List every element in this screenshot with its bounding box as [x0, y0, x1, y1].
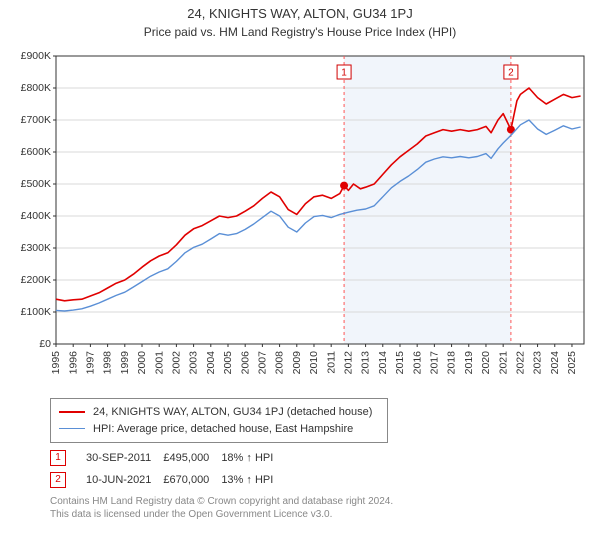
svg-text:2015: 2015 [394, 351, 406, 375]
attribution-footer: Contains HM Land Registry data © Crown c… [50, 495, 584, 521]
svg-text:£800K: £800K [21, 82, 51, 94]
svg-text:2023: 2023 [532, 351, 544, 375]
svg-text:2000: 2000 [136, 351, 148, 375]
svg-text:2020: 2020 [480, 351, 492, 375]
svg-text:1996: 1996 [67, 351, 79, 375]
svg-text:1999: 1999 [119, 351, 131, 375]
markers-table: 1 30-SEP-2011 £495,000 18% ↑ HPI 2 10-JU… [50, 447, 285, 491]
chart-container: £0 £100K £200K £300K £400K £500K £600K £700K £80… [8, 52, 592, 388]
svg-text:2002: 2002 [171, 351, 183, 375]
svg-text:2016: 2016 [411, 351, 423, 375]
svg-text:1998: 1998 [102, 351, 114, 375]
footer-line-2: This data is licensed under the Open Gov… [50, 508, 584, 521]
svg-text:£0: £0 [39, 338, 51, 350]
svg-text:1997: 1997 [85, 351, 97, 375]
marker-date-1: 30-SEP-2011 [86, 447, 163, 469]
svg-text:2011: 2011 [325, 351, 337, 374]
legend-swatch-2 [59, 428, 85, 429]
svg-text:1995: 1995 [50, 351, 62, 375]
marker-price-2: £670,000 [163, 469, 221, 491]
svg-text:2010: 2010 [308, 351, 320, 375]
marker-badge-1: 1 [50, 450, 66, 466]
marker-price-1: £495,000 [163, 447, 221, 469]
svg-text:2018: 2018 [446, 351, 458, 375]
svg-text:2024: 2024 [549, 351, 561, 375]
legend: 24, KNIGHTS WAY, ALTON, GU34 1PJ (detach… [50, 398, 388, 443]
svg-text:2004: 2004 [205, 351, 217, 375]
legend-row-1: 24, KNIGHTS WAY, ALTON, GU34 1PJ (detach… [59, 404, 379, 421]
svg-text:2008: 2008 [274, 351, 286, 375]
svg-text:2001: 2001 [153, 351, 165, 375]
svg-text:2025: 2025 [566, 351, 578, 375]
svg-text:£900K: £900K [21, 52, 51, 62]
svg-text:2007: 2007 [257, 351, 269, 375]
marker-date-2: 10-JUN-2021 [86, 469, 163, 491]
legend-row-2: HPI: Average price, detached house, East… [59, 421, 379, 438]
svg-text:2006: 2006 [239, 351, 251, 375]
svg-text:2022: 2022 [515, 351, 527, 375]
marker-pct-2: 13% ↑ HPI [221, 469, 285, 491]
marker-pct-1: 18% ↑ HPI [221, 447, 285, 469]
svg-text:2013: 2013 [360, 351, 372, 375]
svg-text:£500K: £500K [21, 178, 51, 190]
marker-badge-2: 2 [50, 472, 66, 488]
legend-label-2: HPI: Average price, detached house, East… [93, 421, 353, 438]
svg-text:2: 2 [508, 68, 514, 79]
chart-titles: 24, KNIGHTS WAY, ALTON, GU34 1PJ Price p… [0, 0, 600, 39]
footer-line-1: Contains HM Land Registry data © Crown c… [50, 495, 584, 508]
table-row: 2 10-JUN-2021 £670,000 13% ↑ HPI [50, 469, 285, 491]
legend-label-1: 24, KNIGHTS WAY, ALTON, GU34 1PJ (detach… [93, 404, 372, 421]
svg-text:2017: 2017 [429, 351, 441, 375]
svg-text:2003: 2003 [188, 351, 200, 375]
svg-text:2012: 2012 [343, 351, 355, 375]
svg-text:£200K: £200K [21, 274, 51, 286]
svg-text:2009: 2009 [291, 351, 303, 375]
title-line-2: Price paid vs. HM Land Registry's House … [0, 25, 600, 39]
svg-text:£700K: £700K [21, 114, 51, 126]
legend-swatch-1 [59, 411, 85, 413]
svg-text:£100K: £100K [21, 306, 51, 318]
title-line-1: 24, KNIGHTS WAY, ALTON, GU34 1PJ [0, 6, 600, 21]
table-row: 1 30-SEP-2011 £495,000 18% ↑ HPI [50, 447, 285, 469]
svg-text:£300K: £300K [21, 242, 51, 254]
svg-text:£600K: £600K [21, 146, 51, 158]
svg-text:2021: 2021 [497, 351, 509, 375]
svg-text:2005: 2005 [222, 351, 234, 375]
chart-svg: £0 £100K £200K £300K £400K £500K £600K £700K £80… [8, 52, 592, 388]
svg-text:2014: 2014 [377, 351, 389, 375]
svg-text:2019: 2019 [463, 351, 475, 375]
svg-text:£400K: £400K [21, 210, 51, 222]
svg-text:1: 1 [341, 68, 347, 79]
